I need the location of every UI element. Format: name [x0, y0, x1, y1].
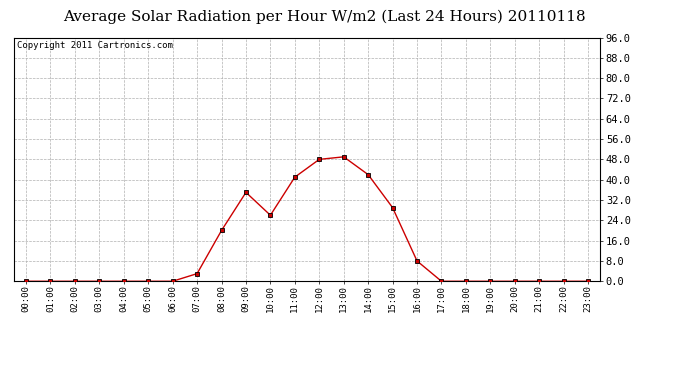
- Text: Average Solar Radiation per Hour W/m2 (Last 24 Hours) 20110118: Average Solar Radiation per Hour W/m2 (L…: [63, 9, 586, 24]
- Text: Copyright 2011 Cartronics.com: Copyright 2011 Cartronics.com: [17, 41, 172, 50]
